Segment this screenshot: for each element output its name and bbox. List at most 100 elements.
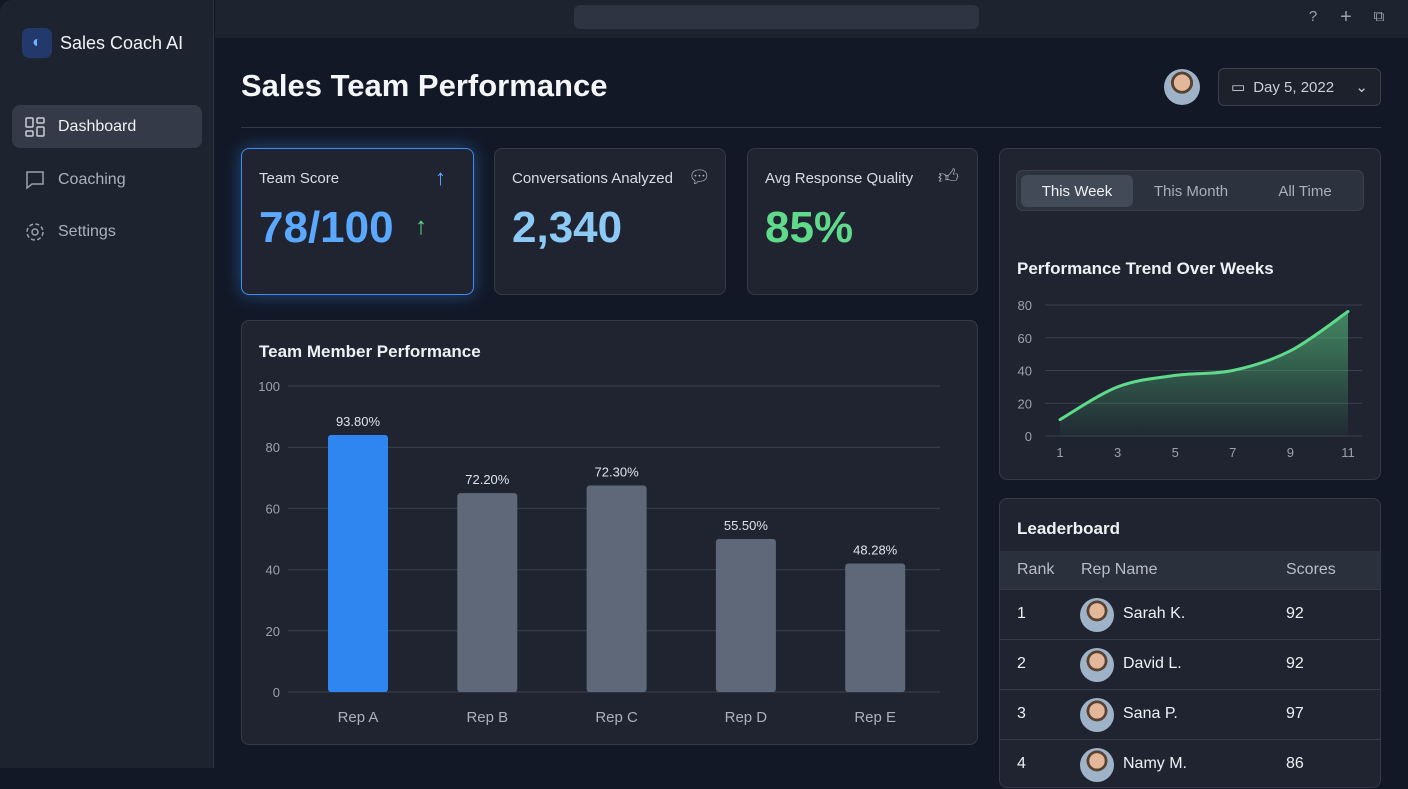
dashboard-icon	[25, 116, 45, 137]
table-row[interactable]: 3 Sana P. 97	[1000, 689, 1380, 739]
tab-this-week[interactable]: This Week	[1021, 175, 1133, 207]
sidebar-item-label: Dashboard	[58, 117, 137, 135]
sidebar: ◐ Sales Coach AI Dashboard Coaching Sett…	[0, 0, 214, 768]
score-cell: 92	[1286, 605, 1304, 622]
bar-rep-a	[328, 434, 388, 692]
kpi-label: Team Score	[259, 170, 340, 187]
sidebar-item-dashboard[interactable]: Dashboard	[12, 105, 202, 148]
rank-cell: 1	[1017, 605, 1026, 622]
kpi-label: Avg Response Quality	[765, 170, 914, 187]
y-tick-label: 40	[1018, 364, 1032, 379]
rep-avatar	[1080, 748, 1114, 782]
rep-avatar	[1080, 598, 1114, 632]
table-row[interactable]: 1 Sarah K. 92	[1000, 589, 1380, 639]
table-row[interactable]: 2 David L. 92	[1000, 639, 1380, 689]
data-label: 48.28%	[853, 542, 898, 557]
user-avatar[interactable]	[1164, 69, 1200, 105]
sidebar-item-coaching[interactable]: Coaching	[12, 158, 202, 201]
y-tick-label: 80	[1018, 298, 1032, 313]
rep-avatar	[1080, 698, 1114, 732]
x-tick-label: 9	[1287, 445, 1294, 460]
chat-icon	[26, 170, 44, 190]
plus-icon[interactable]: +	[1340, 6, 1352, 28]
chart-title: Team Member Performance	[259, 342, 481, 361]
address-bar[interactable]	[574, 5, 979, 29]
x-tick-label: Rep A	[338, 709, 379, 726]
column-header-rep-name: Rep Name	[1081, 561, 1158, 578]
bar-rep-b	[457, 493, 518, 692]
rep-name-cell: Sana P.	[1123, 705, 1178, 722]
y-tick-label: 60	[266, 501, 280, 516]
x-tick-label: Rep B	[466, 709, 508, 726]
sidebar-item-settings[interactable]: Settings	[12, 210, 202, 253]
x-tick-label: 3	[1114, 445, 1121, 460]
y-tick-label: 60	[1018, 331, 1032, 346]
bar-rep-c	[586, 485, 647, 692]
y-tick-label: 0	[1025, 429, 1032, 444]
x-tick-label: Rep E	[854, 709, 896, 726]
data-label: 93.80%	[336, 414, 381, 429]
x-tick-label: 11	[1341, 445, 1355, 460]
date-picker[interactable]: ▭ Day 5, 2022 ⌄	[1218, 68, 1381, 106]
chart-title: Performance Trend Over Weeks	[1017, 259, 1274, 278]
table-row[interactable]: 4 Namy M. 86	[1000, 739, 1380, 789]
copy-icon[interactable]: ⧉	[1373, 8, 1385, 25]
date-value: Day 5, 2022	[1253, 78, 1335, 96]
period-tabs: This Week This Month All Time	[1016, 170, 1364, 211]
column-header-rank: Rank	[1017, 561, 1055, 578]
x-tick-label: 5	[1172, 445, 1179, 460]
kpi-value: 85%	[765, 203, 854, 252]
trend-up-icon: ↑	[415, 213, 427, 240]
bar-rep-d	[715, 539, 776, 692]
sidebar-item-label: Coaching	[58, 170, 126, 188]
sidebar-item-label: Settings	[58, 222, 116, 240]
trend-line	[1058, 310, 1350, 422]
trend-chart: 0 20 40 60 80 1 3 5 7 9 11	[1018, 298, 1362, 460]
score-cell: 92	[1286, 655, 1304, 672]
data-label: 55.50%	[724, 518, 769, 533]
kpi-card-team-score: Team Score ↑ 78/100 ↑	[241, 148, 474, 295]
y-tick-label: 0	[273, 685, 280, 700]
gear-icon	[26, 222, 44, 241]
bar-chart: 0 20 40 60 80 100 93.80% Rep A 72.20% Rep B 72.30%…	[258, 379, 940, 726]
kpi-label: Conversations Analyzed	[512, 170, 673, 187]
chevron-down-icon: ⌄	[1355, 79, 1368, 96]
score-cell: 97	[1286, 705, 1304, 722]
message-icon: 💬︎	[688, 167, 711, 187]
y-tick-label: 40	[266, 563, 280, 578]
rep-avatar	[1080, 648, 1114, 682]
y-tick-label: 20	[1018, 396, 1032, 411]
rank-cell: 2	[1017, 655, 1026, 672]
help-icon[interactable]: ?	[1308, 8, 1318, 25]
table-header: Rank Rep Name Scores	[1000, 551, 1380, 589]
kpi-card-response-quality: Avg Response Quality 👍︎ 85%	[747, 148, 978, 295]
x-tick-label: Rep C	[595, 709, 638, 726]
app-name: Sales Coach AI	[60, 33, 184, 53]
arrow-up-icon: ↑	[435, 165, 446, 190]
kpi-value: 2,340	[512, 203, 623, 252]
data-label: 72.30%	[595, 464, 640, 479]
data-label: 72.20%	[465, 472, 510, 487]
x-tick-label: 1	[1056, 445, 1063, 460]
thumbs-up-icon: 👍︎	[938, 166, 959, 188]
score-cell: 86	[1286, 755, 1304, 772]
bar-rep-e	[845, 563, 906, 692]
rep-name-cell: Sarah K.	[1123, 605, 1186, 622]
y-tick-label: 100	[258, 379, 280, 394]
divider	[241, 127, 1381, 128]
tab-this-month[interactable]: This Month	[1153, 182, 1229, 200]
rep-name-cell: David L.	[1123, 655, 1182, 672]
app-logo-icon: ◐	[22, 28, 52, 58]
rank-cell: 3	[1017, 705, 1026, 722]
x-tick-label: 7	[1229, 445, 1236, 460]
calendar-icon: ▭	[1231, 79, 1246, 96]
rank-cell: 4	[1017, 755, 1026, 772]
leaderboard-title: Leaderboard	[1017, 519, 1120, 538]
y-tick-label: 20	[266, 624, 280, 639]
rep-name-cell: Namy M.	[1123, 755, 1187, 772]
kpi-value: 78/100	[259, 203, 394, 252]
tab-all-time[interactable]: All Time	[1278, 182, 1332, 200]
kpi-card-conversations: Conversations Analyzed 💬︎ 2,340	[494, 148, 726, 295]
x-tick-label: Rep D	[725, 709, 768, 726]
y-tick-label: 80	[266, 440, 280, 455]
